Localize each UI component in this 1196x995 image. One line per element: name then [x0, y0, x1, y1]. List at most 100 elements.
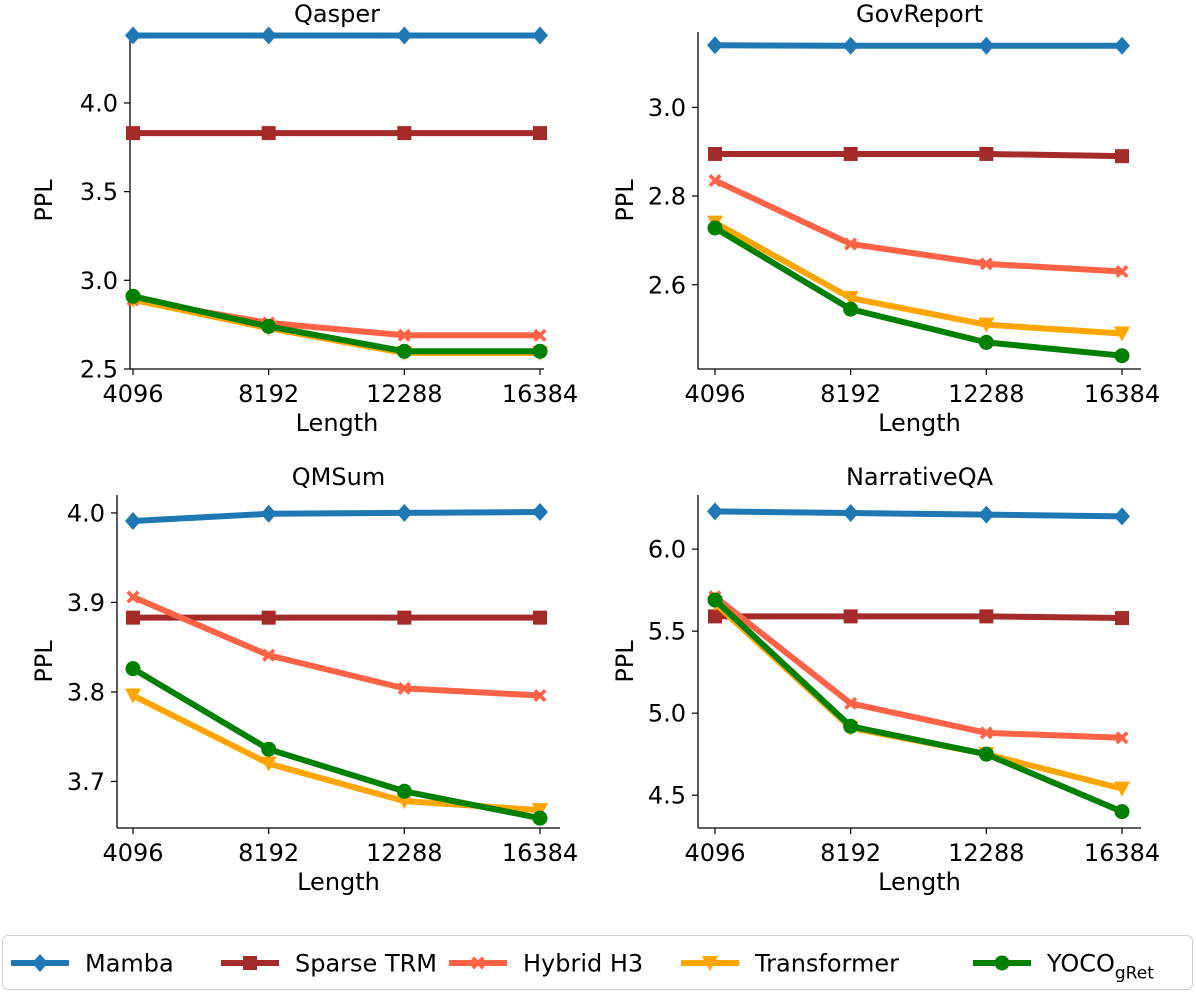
data-point — [979, 609, 993, 623]
panel-title: NarrativeQA — [846, 463, 994, 491]
y-axis-label: PPL — [30, 179, 58, 222]
y-tick-label: 3.8 — [67, 678, 105, 706]
y-axis-label: PPL — [611, 179, 639, 222]
data-point — [979, 335, 994, 350]
data-point — [533, 611, 547, 625]
y-tick-label: 3.0 — [648, 94, 686, 122]
x-tick-label: 8192 — [820, 380, 881, 408]
data-point — [708, 220, 723, 235]
series-yoco — [126, 289, 548, 359]
y-tick-label: 3.0 — [80, 267, 118, 295]
data-point — [979, 147, 993, 161]
data-point — [261, 319, 276, 334]
data-point — [533, 811, 548, 826]
legend-item-sparse-trm: Sparse TRM — [221, 950, 437, 978]
data-point — [844, 147, 858, 161]
data-point — [126, 126, 140, 140]
x-axis-label: Length — [878, 868, 961, 896]
data-point — [125, 512, 141, 530]
series-line — [715, 603, 1122, 788]
y-axis-label: PPL — [30, 640, 58, 683]
data-point — [1115, 611, 1129, 625]
data-point — [262, 611, 276, 625]
legend-marker — [32, 954, 48, 972]
series-transformer — [707, 596, 1130, 796]
series-line — [715, 616, 1122, 618]
data-point — [843, 504, 859, 522]
series-line — [715, 600, 1122, 812]
data-point — [397, 784, 412, 799]
panel-title: GovReport — [856, 0, 983, 28]
data-point — [707, 36, 723, 54]
data-point — [843, 719, 858, 734]
y-tick-label: 5.5 — [648, 618, 686, 646]
series-sparse-trm — [126, 126, 547, 140]
data-point — [707, 502, 723, 520]
series-line — [133, 597, 540, 695]
series-mamba — [707, 502, 1130, 525]
y-tick-label: 3.9 — [67, 589, 105, 617]
legend-marker — [995, 956, 1010, 971]
data-point — [978, 37, 994, 55]
data-point — [125, 27, 141, 45]
y-tick-label: 3.7 — [67, 768, 105, 796]
x-tick-label: 16384 — [502, 380, 578, 408]
data-point — [843, 37, 859, 55]
data-point — [396, 504, 412, 522]
legend-canvas: Mamba Sparse TRM Hybrid H3 Transformer YOCOg… — [3, 936, 1194, 991]
data-point — [262, 126, 276, 140]
data-point — [843, 302, 858, 317]
data-point — [1115, 348, 1130, 363]
legend-label: Hybrid H3 — [523, 950, 643, 978]
x-tick-label: 12288 — [366, 380, 442, 408]
y-tick-label: 4.0 — [80, 89, 118, 117]
series-line — [715, 511, 1122, 516]
legend-label: Sparse TRM — [295, 950, 437, 978]
x-tick-label: 12288 — [366, 839, 442, 867]
data-point — [397, 344, 412, 359]
series-mamba — [707, 36, 1130, 54]
panel-title: Qasper — [294, 0, 380, 28]
legend-item-transformer: Transformer — [681, 950, 899, 978]
x-tick-label: 16384 — [1084, 839, 1160, 867]
data-point — [532, 503, 548, 521]
x-tick-label: 4096 — [684, 380, 745, 408]
panel-title: QMSum — [292, 463, 385, 491]
y-tick-label: 2.8 — [648, 183, 686, 211]
data-point — [397, 611, 411, 625]
legend-item-hybrid-h3: Hybrid H3 — [449, 950, 643, 978]
legend-item-yoco: YOCOgRet — [973, 950, 1154, 984]
x-tick-label: 12288 — [948, 380, 1024, 408]
x-tick-label: 8192 — [238, 380, 299, 408]
series-hybrid-h3 — [709, 590, 1129, 744]
series-yoco — [708, 592, 1130, 819]
x-axis-label: Length — [296, 409, 379, 437]
legend-label: YOCOgRet — [1046, 950, 1154, 984]
y-axis-label: PPL — [611, 640, 639, 683]
y-tick-label: 6.0 — [648, 536, 686, 564]
data-point — [261, 27, 277, 45]
series-yoco — [708, 220, 1130, 363]
data-point — [533, 126, 547, 140]
x-tick-label: 4096 — [102, 839, 163, 867]
x-tick-label: 16384 — [502, 839, 578, 867]
x-tick-label: 8192 — [238, 839, 299, 867]
data-point — [1114, 507, 1130, 525]
x-axis-label: Length — [878, 409, 961, 437]
legend: Mamba Sparse TRM Hybrid H3 Transformer YOCOg… — [2, 935, 1193, 990]
data-point — [126, 661, 141, 676]
legend-item-mamba: Mamba — [11, 950, 174, 978]
series-line — [133, 696, 540, 811]
series-line — [715, 223, 1122, 334]
data-point — [1115, 804, 1130, 819]
series-line — [715, 154, 1122, 156]
data-point — [978, 506, 994, 524]
x-tick-label: 8192 — [820, 839, 881, 867]
data-point — [532, 27, 548, 45]
y-tick-label: 4.5 — [648, 782, 686, 810]
